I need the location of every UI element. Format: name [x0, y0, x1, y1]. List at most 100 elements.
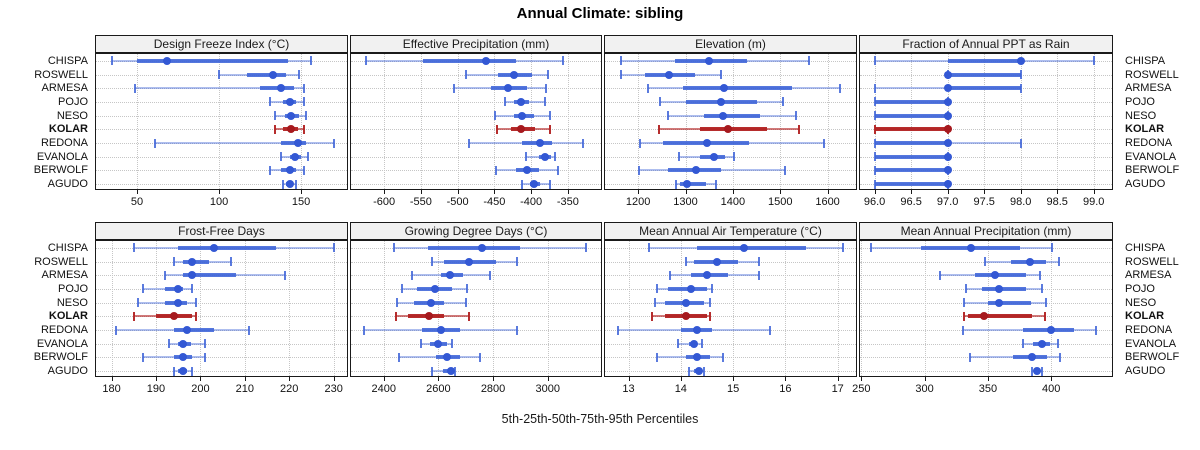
interval-5-95 — [135, 87, 305, 90]
x-tick-label: 97.5 — [973, 196, 995, 208]
interval-25-75 — [947, 58, 1021, 63]
median-dot — [995, 298, 1004, 307]
x-tick — [827, 190, 829, 194]
median-dot — [995, 284, 1004, 293]
whisker-cap — [494, 111, 497, 121]
median-dot — [943, 97, 952, 106]
median-dot — [431, 284, 440, 293]
row-gridline — [96, 261, 347, 263]
x-tick — [924, 377, 926, 381]
x-tick — [874, 190, 876, 194]
interval-25-75 — [680, 182, 707, 187]
x-tick-label: 400 — [1042, 383, 1061, 395]
whisker-cap — [938, 270, 941, 280]
panel-strip-title: Frost-Free Days — [178, 224, 265, 238]
x-tick — [628, 377, 630, 381]
interval-25-75 — [699, 127, 768, 132]
x-gridline — [874, 54, 876, 189]
x-gridline — [567, 54, 569, 189]
row-gridline — [860, 330, 1112, 332]
whisker-cap — [466, 284, 469, 294]
x-tick — [680, 377, 682, 381]
panel — [350, 240, 602, 377]
interval-25-75 — [947, 72, 1021, 77]
panel-strip-title: Mean Annual Precipitation (mm) — [900, 224, 1072, 238]
x-gridline — [333, 241, 335, 376]
x-tick-label: 230 — [324, 383, 343, 395]
x-tick-label: 1400 — [720, 196, 746, 208]
whisker-cap — [515, 325, 518, 335]
median-dot — [446, 271, 455, 280]
interval-25-75 — [947, 86, 1021, 91]
interval-25-75 — [987, 300, 1031, 305]
whisker-cap — [1019, 83, 1022, 93]
row-gridline — [96, 88, 347, 90]
whisker-cap — [1059, 352, 1062, 362]
median-dot — [980, 312, 989, 321]
site-label-right: KOLAR — [1125, 123, 1165, 136]
x-tick-label: 180 — [102, 383, 121, 395]
interval-25-75 — [874, 168, 948, 173]
whisker-cap — [687, 366, 690, 376]
whisker-cap — [561, 56, 564, 66]
median-dot — [162, 56, 171, 65]
x-tick-label: 1500 — [767, 196, 793, 208]
whisker-cap — [303, 83, 306, 93]
row-gridline — [96, 74, 347, 76]
whisker-cap — [1041, 284, 1044, 294]
whisker-cap — [394, 311, 397, 321]
panel-strip-title: Fraction of Annual PPT as Rain — [902, 37, 1070, 51]
x-tick-label: -450 — [483, 196, 506, 208]
whisker-cap — [332, 243, 335, 253]
whisker-cap — [303, 165, 306, 175]
row-gridline — [351, 288, 601, 290]
whisker-cap — [172, 257, 175, 267]
x-tick — [861, 377, 863, 381]
whisker-cap — [203, 339, 206, 349]
x-tick — [1093, 190, 1095, 194]
whisker-cap — [248, 325, 251, 335]
panel — [859, 53, 1113, 190]
row-gridline — [860, 156, 1112, 158]
median-dot — [719, 111, 728, 120]
whisker-cap — [657, 124, 660, 134]
figure-caption: 5th-25th-50th-75th-95th Percentiles — [501, 412, 699, 426]
row-gridline — [605, 302, 856, 304]
site-label-right: ARMESA — [1125, 82, 1172, 95]
whisker-cap — [451, 339, 454, 349]
row-gridline — [605, 275, 856, 277]
whisker-cap — [669, 270, 672, 280]
median-dot — [702, 139, 711, 148]
whisker-cap — [494, 165, 497, 175]
median-dot — [665, 70, 674, 79]
panel — [95, 53, 348, 190]
panel-strip-title: Growing Degree Days (°C) — [404, 224, 548, 238]
whisker-cap — [525, 152, 527, 162]
x-gridline — [493, 241, 495, 376]
median-dot — [943, 152, 952, 161]
x-tick — [947, 190, 949, 194]
whisker-cap — [653, 298, 656, 308]
x-tick-label: 150 — [291, 196, 311, 208]
row-gridline — [351, 101, 601, 103]
x-tick-label: 350 — [978, 383, 998, 395]
site-label-right: NESO — [1125, 296, 1157, 309]
row-gridline — [860, 170, 1112, 172]
row-gridline — [605, 288, 856, 290]
row-gridline — [351, 330, 601, 332]
row-gridline — [351, 156, 601, 158]
whisker-cap — [678, 152, 681, 162]
x-tick — [780, 190, 782, 194]
median-dot — [943, 166, 952, 175]
median-dot — [535, 139, 544, 148]
whisker-cap — [452, 83, 455, 93]
median-dot — [689, 339, 698, 348]
median-dot — [437, 326, 446, 335]
interval-25-75 — [281, 141, 306, 146]
site-label-right: ROSWELL — [1125, 255, 1179, 268]
median-dot — [739, 243, 748, 252]
panel-strip: Growing Degree Days (°C) — [350, 222, 602, 240]
x-tick — [493, 377, 495, 381]
whisker-cap — [273, 124, 276, 134]
median-dot — [178, 339, 187, 348]
